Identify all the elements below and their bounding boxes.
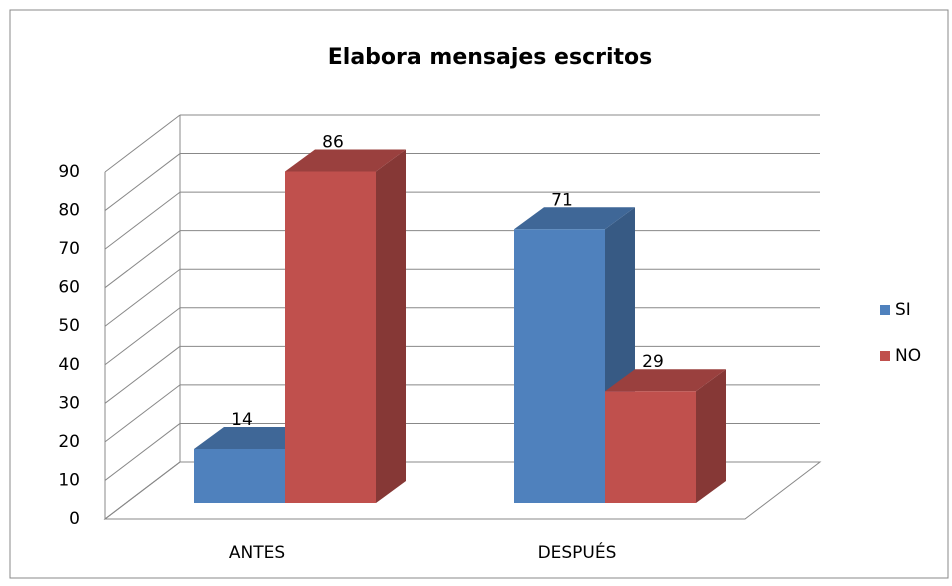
bar-face bbox=[514, 229, 605, 504]
bar bbox=[285, 149, 406, 503]
bar-face bbox=[194, 427, 315, 450]
bar-face bbox=[605, 369, 726, 392]
bar-face bbox=[605, 391, 696, 503]
legend-swatch bbox=[880, 305, 890, 315]
bar-face bbox=[696, 369, 726, 503]
y-tick-label: 0 bbox=[69, 509, 80, 529]
bar-face bbox=[376, 149, 406, 503]
x-tick-label: ANTES bbox=[229, 543, 285, 563]
y-tick-label: 20 bbox=[58, 432, 80, 452]
grid-line bbox=[104, 423, 181, 481]
data-label: 71 bbox=[551, 190, 573, 210]
bar-face bbox=[194, 449, 285, 503]
legend-swatch bbox=[880, 351, 890, 361]
chart-frame bbox=[9, 9, 949, 579]
y-tick-label: 90 bbox=[58, 162, 80, 182]
grid-line bbox=[104, 191, 181, 250]
chart-title: Elabora mensajes escritos bbox=[328, 45, 652, 70]
bar bbox=[605, 369, 726, 503]
grid-line bbox=[104, 230, 181, 289]
grid-line bbox=[104, 153, 181, 211]
grid-line bbox=[104, 384, 181, 443]
data-label: 86 bbox=[322, 132, 344, 152]
grid-line bbox=[104, 461, 181, 520]
grid-line bbox=[104, 114, 181, 173]
x-tick-label: DESPUÉS bbox=[538, 541, 617, 563]
y-tick-label: 60 bbox=[58, 278, 80, 298]
bar-face bbox=[514, 207, 635, 230]
y-tick-label: 30 bbox=[58, 393, 80, 413]
y-tick-label: 40 bbox=[58, 355, 80, 375]
y-tick-label: 50 bbox=[58, 316, 80, 336]
y-tick-label: 80 bbox=[58, 201, 80, 221]
data-label: 14 bbox=[231, 410, 253, 430]
data-label: 29 bbox=[642, 352, 664, 372]
grid-line bbox=[104, 307, 181, 366]
bar-face bbox=[285, 149, 406, 172]
legend-label: NO bbox=[895, 346, 921, 366]
y-tick-label: 70 bbox=[58, 239, 80, 259]
legend-label: SI bbox=[895, 300, 911, 320]
grid-line bbox=[104, 345, 181, 404]
grid-line bbox=[104, 268, 181, 327]
bar-face bbox=[285, 171, 376, 503]
y-tick-label: 10 bbox=[58, 470, 80, 490]
